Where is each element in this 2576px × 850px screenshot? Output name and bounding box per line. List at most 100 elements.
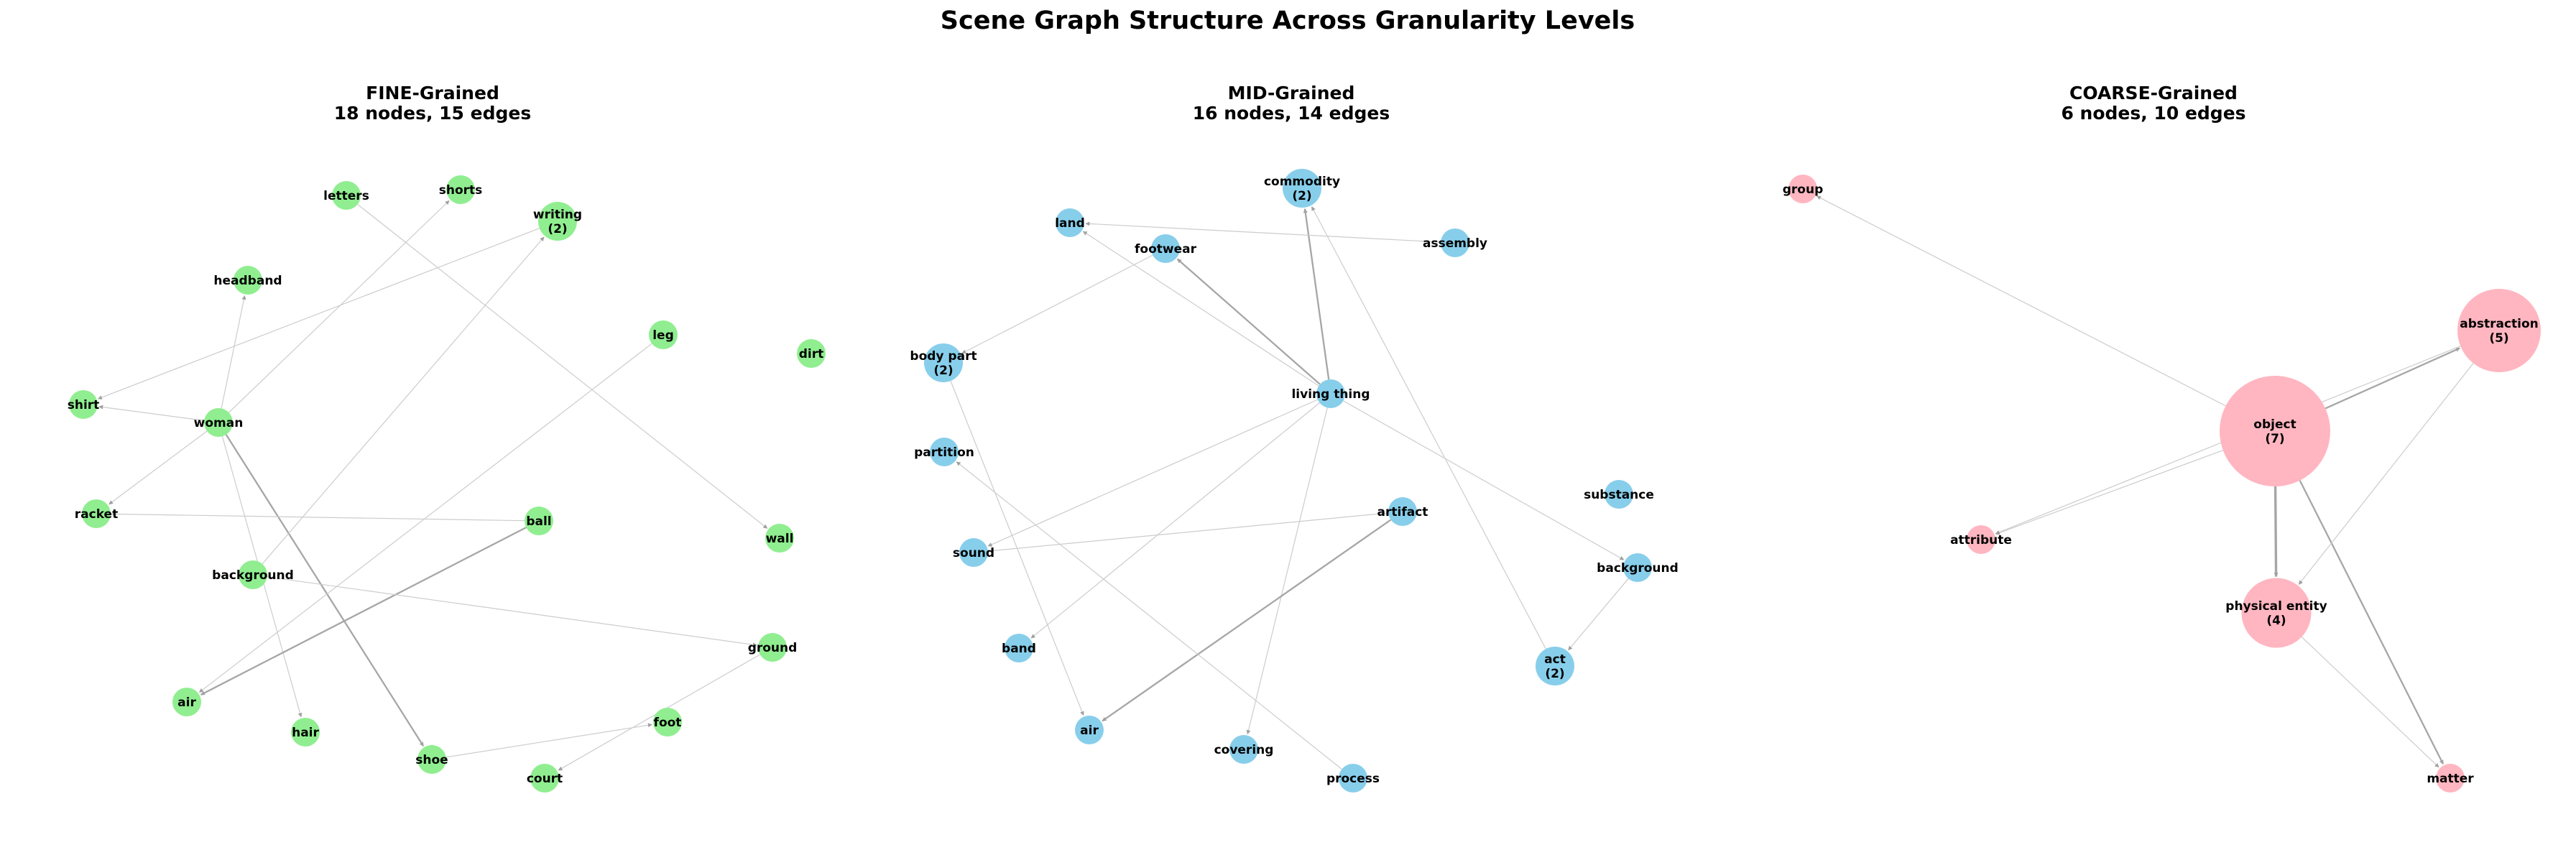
node-footwear: footwear	[1135, 234, 1197, 263]
fine-panel-title: FINE-Grained	[366, 83, 499, 103]
node-circle	[1075, 716, 1104, 744]
node-label: physical entity (4)	[2225, 599, 2327, 628]
node-circle	[930, 438, 959, 466]
edge-artifact-to-sound	[989, 512, 1389, 553]
edge-living-thing-to-band	[1030, 402, 1320, 639]
node-label: band	[1002, 642, 1036, 656]
node-background: background	[1597, 553, 1679, 582]
mid-panel-subtitle: 16 nodes, 14 edges	[1193, 103, 1390, 124]
node-label: air	[1080, 724, 1099, 738]
node-label: matter	[2427, 772, 2474, 786]
node-label: headband	[213, 274, 282, 288]
edge-physical-entity-to-matter	[2301, 636, 2439, 768]
edge-object-to-attribute	[1995, 450, 2223, 535]
node-circle	[1283, 169, 1321, 208]
node-circle	[758, 633, 787, 662]
node-commodity: commodity (2)	[1264, 169, 1340, 208]
node-label: body part (2)	[910, 349, 977, 378]
node-circle	[765, 524, 794, 553]
node-shorts: shorts	[439, 175, 483, 204]
edge-shoe-to-foot	[446, 723, 652, 758]
node-circle	[649, 320, 678, 349]
fine-edges	[97, 200, 768, 771]
edge-woman-to-headband	[221, 295, 246, 409]
node-leg: leg	[649, 320, 678, 349]
node-label: attribute	[1950, 533, 2012, 548]
edge-woman-to-shoe	[225, 434, 425, 747]
node-letters: letters	[323, 181, 369, 210]
edge-ball-to-racket	[111, 512, 525, 522]
node-circle	[239, 560, 267, 589]
edge-ball-to-air	[200, 527, 527, 696]
node-label: letters	[323, 189, 369, 203]
node-label: sound	[953, 546, 994, 560]
node-circle	[417, 745, 446, 774]
node-ground: ground	[748, 633, 798, 662]
node-assembly: assembly	[1423, 228, 1487, 257]
node-act: act (2)	[1536, 647, 1574, 685]
node-label: act (2)	[1544, 652, 1566, 681]
node-land: land	[1055, 208, 1085, 237]
node-sound: sound	[953, 538, 994, 567]
edge-background-to-act	[1568, 578, 1629, 651]
node-label: commodity (2)	[1264, 175, 1340, 203]
edge-artifact-to-air	[1102, 519, 1392, 722]
node-wall: wall	[765, 524, 794, 553]
coarse-panel-subtitle: 6 nodes, 10 edges	[2061, 103, 2245, 124]
node-attribute: attribute	[1950, 525, 2012, 554]
node-label: dirt	[799, 347, 824, 361]
coarse-nodes: group abstraction (5) object (7) attribute phy…	[1783, 175, 2541, 793]
node-partition: partition	[914, 438, 974, 466]
edge-act-to-commodity	[1311, 206, 1546, 650]
node-label: wall	[766, 532, 794, 546]
node-label: ground	[748, 641, 798, 655]
node-substance: substance	[1584, 480, 1654, 509]
node-circle	[291, 718, 320, 747]
node-ball: ball	[525, 507, 553, 535]
edge-object-to-group	[1816, 195, 2226, 407]
node-shirt: shirt	[68, 390, 99, 419]
node-label: shorts	[439, 183, 483, 198]
node-label: assembly	[1423, 236, 1487, 251]
node-circle	[1056, 208, 1084, 237]
node-label: hair	[292, 726, 319, 740]
node-label: partition	[914, 445, 974, 460]
node-hair: hair	[291, 718, 320, 747]
node-circle	[1623, 553, 1652, 582]
node-label: foot	[654, 716, 682, 730]
node-label: land	[1055, 216, 1085, 231]
node-circle	[1967, 525, 1995, 554]
node-label: abstraction (5)	[2460, 317, 2539, 346]
node-process: process	[1326, 764, 1380, 793]
node-writing: writing (2)	[533, 202, 582, 241]
node-circle	[1316, 379, 1345, 408]
figure-title: Scene Graph Structure Across Granularity…	[941, 6, 1635, 35]
node-headband: headband	[213, 266, 282, 295]
node-circle	[2457, 289, 2541, 372]
node-circle	[653, 708, 682, 736]
edge-living-thing-to-sound	[987, 399, 1318, 547]
edge-leg-to-air	[198, 343, 652, 693]
fine-nodes: letters shorts writing (2) headband leg dirt sh…	[68, 175, 826, 793]
node-air: air	[1075, 716, 1104, 744]
node-label: substance	[1584, 488, 1654, 502]
node-group: group	[1783, 175, 1823, 203]
node-woman: woman	[194, 408, 243, 437]
node-abstraction: abstraction (5)	[2457, 289, 2541, 372]
edge-living-thing-to-land	[1082, 231, 1319, 387]
node-dirt: dirt	[797, 339, 826, 368]
node-court: court	[527, 764, 563, 793]
node-circle	[959, 538, 988, 567]
node-label: covering	[1214, 743, 1274, 757]
edge-footwear-to-body-part	[961, 254, 1153, 354]
coarse-panel: COARSE-Grained 6 nodes, 10 edges group ab…	[1783, 83, 2541, 793]
node-circle	[234, 266, 262, 295]
edge-living-thing-to-commodity	[1303, 208, 1330, 380]
node-label: air	[177, 696, 196, 710]
edge-object-to-matter	[2299, 480, 2445, 764]
node-label: footwear	[1135, 242, 1197, 257]
node-artifact: artifact	[1377, 497, 1428, 526]
node-body-part: body part (2)	[910, 343, 977, 382]
node-circle	[2436, 764, 2465, 793]
